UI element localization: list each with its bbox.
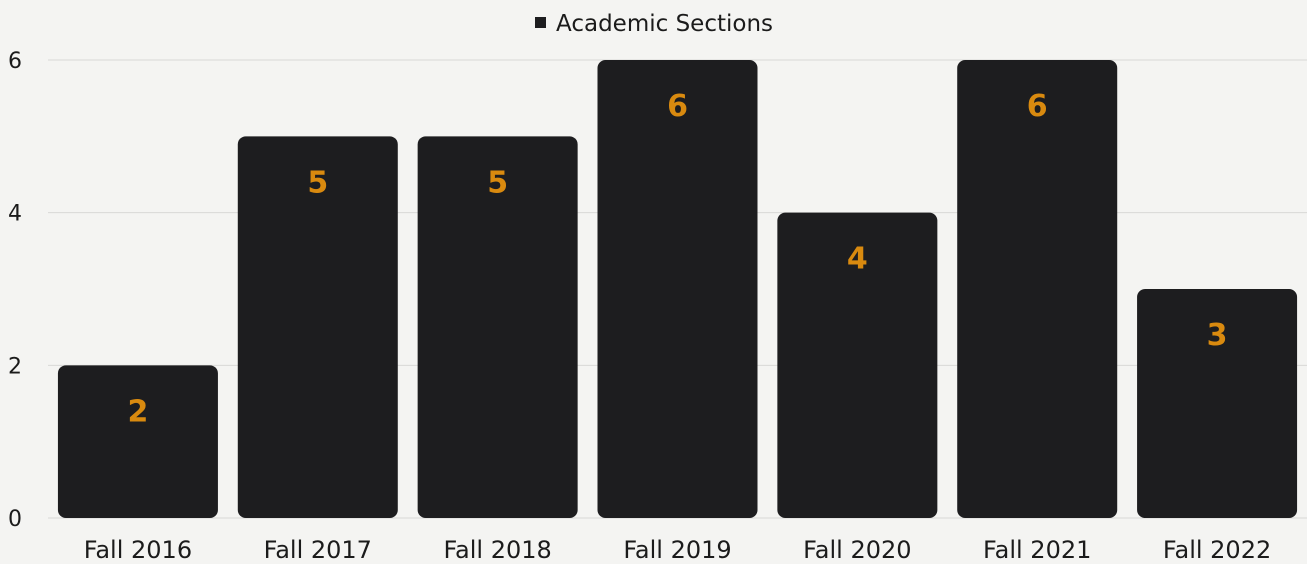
legend-entry: Academic Sections — [556, 11, 773, 37]
data-label: 4 — [847, 242, 868, 277]
bar — [1137, 289, 1298, 518]
x-tick-label: Fall 2021 — [983, 536, 1091, 564]
bar-labels: 2 5 5 6 4 6 3 — [127, 89, 1227, 429]
y-tick-label: 2 — [8, 354, 22, 379]
data-label: 2 — [127, 394, 148, 429]
x-tick-label: Fall 2017 — [264, 536, 372, 564]
bar — [777, 212, 938, 518]
y-tick-label: 4 — [8, 202, 22, 227]
legend-marker-icon — [535, 17, 546, 28]
bar — [237, 136, 398, 519]
bar — [597, 60, 758, 518]
x-tick-label: Fall 2020 — [803, 536, 911, 564]
bar — [57, 365, 218, 518]
x-tick-label: Fall 2022 — [1163, 536, 1271, 564]
x-tick-label: Fall 2019 — [623, 536, 731, 564]
bar — [417, 136, 578, 519]
legend: Academic Sections — [535, 11, 773, 37]
x-axis: Fall 2016 Fall 2017 Fall 2018 Fall 2019 Fall… — [84, 536, 1272, 564]
bars — [57, 60, 1298, 519]
x-tick-label: Fall 2018 — [443, 536, 551, 564]
y-tick-label: 6 — [8, 49, 22, 74]
y-axis: 0 2 4 6 — [8, 49, 22, 532]
data-label: 5 — [487, 165, 508, 200]
y-tick-label: 0 — [8, 507, 22, 532]
bar — [957, 60, 1118, 518]
data-label: 6 — [1027, 89, 1048, 124]
data-label: 3 — [1207, 318, 1228, 353]
data-label: 5 — [307, 165, 328, 200]
data-label: 6 — [667, 89, 688, 124]
x-tick-label: Fall 2016 — [84, 536, 192, 564]
